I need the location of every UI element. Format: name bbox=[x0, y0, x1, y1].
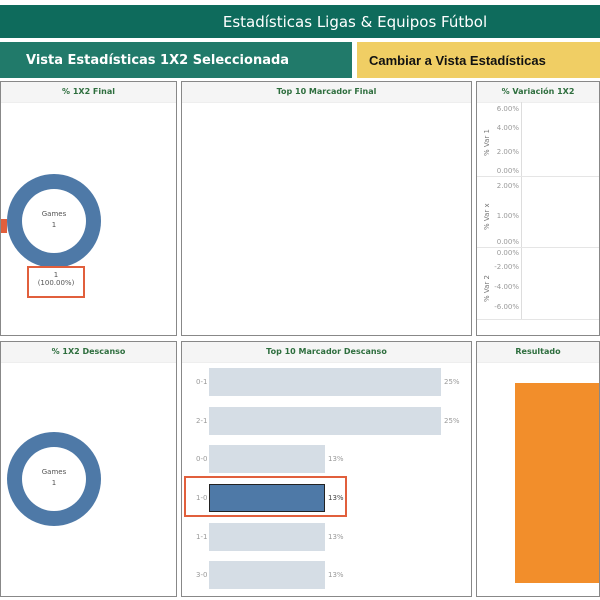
panel-title: % Variación 1X2 bbox=[477, 82, 599, 103]
score-label: 3-0 bbox=[196, 571, 208, 579]
pct-label: 13% bbox=[328, 494, 344, 502]
tick: -4.00% bbox=[494, 283, 519, 291]
bar[interactable] bbox=[209, 561, 325, 589]
score-label: 1-0 bbox=[196, 494, 208, 502]
bar[interactable] bbox=[209, 407, 441, 435]
bar[interactable] bbox=[209, 523, 325, 551]
pct-label: 13% bbox=[328, 533, 344, 541]
pct-label: (100.00%) bbox=[37, 279, 75, 287]
selection-highlight bbox=[184, 476, 347, 517]
tick: 0.00% bbox=[496, 238, 519, 246]
tick: 0.00% bbox=[496, 249, 519, 257]
count-label: 1 bbox=[53, 271, 59, 279]
panel-title: % 1X2 Final bbox=[1, 82, 176, 103]
panel-title: Top 10 Marcador Descanso bbox=[182, 342, 471, 363]
tick: 4.00% bbox=[496, 124, 519, 132]
panel-resultado: Resultado bbox=[476, 341, 600, 597]
panel-top10-final: Top 10 Marcador Final bbox=[181, 81, 472, 336]
panel-1x2-descanso: % 1X2 Descanso Games 1 bbox=[0, 341, 177, 597]
donut-value: 1 bbox=[51, 221, 57, 229]
orange-mark bbox=[1, 219, 7, 233]
donut-label: Games bbox=[41, 468, 67, 476]
pct-label: 13% bbox=[328, 571, 344, 579]
tick: 6.00% bbox=[496, 105, 519, 113]
value-label-box: 1 (100.00%) bbox=[27, 266, 85, 298]
pct-label: 25% bbox=[444, 417, 460, 425]
pct-label: 13% bbox=[328, 455, 344, 463]
donut-chart[interactable]: Games 1 bbox=[7, 174, 101, 268]
tick: 0.00% bbox=[496, 167, 519, 175]
selected-view-button[interactable]: Vista Estadísticas 1X2 Seleccionada bbox=[0, 42, 352, 78]
donut-value: 1 bbox=[51, 479, 57, 487]
score-label: 2-1 bbox=[196, 417, 208, 425]
score-label: 0-0 bbox=[196, 455, 208, 463]
panel-title: Resultado bbox=[477, 342, 599, 363]
pct-label: 25% bbox=[444, 378, 460, 386]
tick: 2.00% bbox=[496, 182, 519, 190]
score-label: 1-1 bbox=[196, 533, 208, 541]
tick: -6.00% bbox=[494, 303, 519, 311]
result-bar[interactable] bbox=[515, 383, 599, 583]
panel-1x2-final: % 1X2 Final Games 1 1 (100.00%) bbox=[0, 81, 177, 336]
dashboard-title: Estadísticas Ligas & Equipos Fútbol bbox=[0, 5, 600, 38]
donut-chart[interactable]: Games 1 bbox=[7, 432, 101, 526]
donut-label: Games bbox=[41, 210, 67, 218]
bar[interactable] bbox=[209, 368, 441, 396]
tick: 2.00% bbox=[496, 148, 519, 156]
panel-title: Top 10 Marcador Final bbox=[182, 82, 471, 103]
bar[interactable] bbox=[209, 445, 325, 473]
score-label: 0-1 bbox=[196, 378, 208, 386]
switch-view-button[interactable]: Cambiar a Vista Estadísticas bbox=[357, 42, 600, 78]
panel-title: % 1X2 Descanso bbox=[1, 342, 176, 363]
bar[interactable] bbox=[209, 484, 325, 512]
panel-top10-descanso: Top 10 Marcador Descanso 0-1 25% 2-1 25% 0… bbox=[181, 341, 472, 597]
tick: 1.00% bbox=[496, 212, 519, 220]
panel-variacion: % Variación 1X2 % Var 1 % Var x % Var 2 … bbox=[476, 81, 600, 336]
tick: -2.00% bbox=[494, 263, 519, 271]
